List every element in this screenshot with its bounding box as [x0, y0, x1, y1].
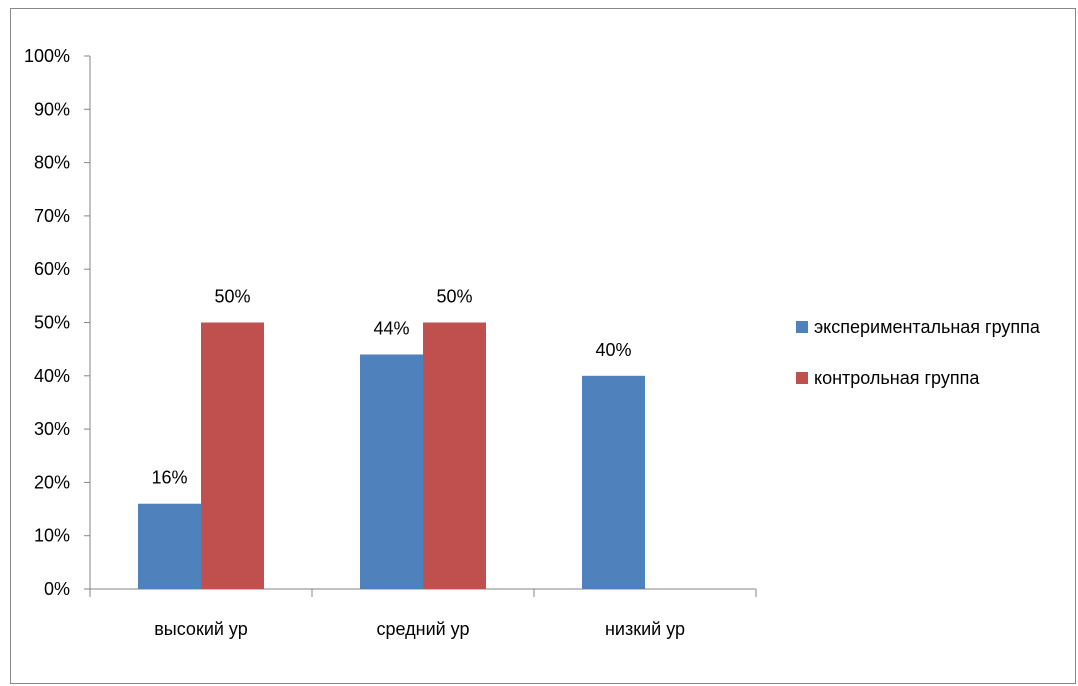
legend-label: контрольная группа [814, 368, 980, 388]
bar [360, 354, 423, 589]
data-label: 44% [373, 318, 409, 338]
bar [423, 322, 486, 589]
bars [138, 322, 645, 589]
bar [138, 503, 201, 589]
bar [582, 375, 645, 589]
data-label: 50% [214, 287, 250, 307]
x-axis: высокий ур средний ур низкий ур [89, 588, 757, 639]
legend: экспериментальная группа контрольная груп… [796, 317, 1041, 388]
data-label: 16% [151, 468, 187, 488]
data-labels: 16% 50% 44% 50% 40% [151, 287, 631, 488]
data-label: 40% [595, 340, 631, 360]
x-tick-label: низкий ур [605, 619, 685, 639]
y-tick-label: 60% [34, 259, 70, 279]
y-tick-label: 10% [34, 526, 70, 546]
x-tick-label: средний ур [377, 619, 470, 639]
y-tick-label: 40% [34, 366, 70, 386]
y-tick-label: 70% [34, 206, 70, 226]
x-tick-label: высокий ур [154, 619, 248, 639]
bar [201, 322, 264, 589]
y-tick-label: 90% [34, 99, 70, 119]
y-tick-label: 30% [34, 419, 70, 439]
y-tick-label: 20% [34, 472, 70, 492]
legend-label: экспериментальная группа [814, 317, 1041, 337]
y-tick-label: 50% [34, 313, 70, 333]
y-axis: 0% 10% 20% 30% 40% 50% 60% 70% 80% 90% 100% [24, 46, 91, 599]
y-tick-label: 100% [24, 46, 70, 66]
legend-swatch [796, 321, 808, 333]
y-tick-label: 0% [44, 579, 70, 599]
legend-swatch [796, 372, 808, 384]
y-tick-label: 80% [34, 153, 70, 173]
data-label: 50% [436, 287, 472, 307]
